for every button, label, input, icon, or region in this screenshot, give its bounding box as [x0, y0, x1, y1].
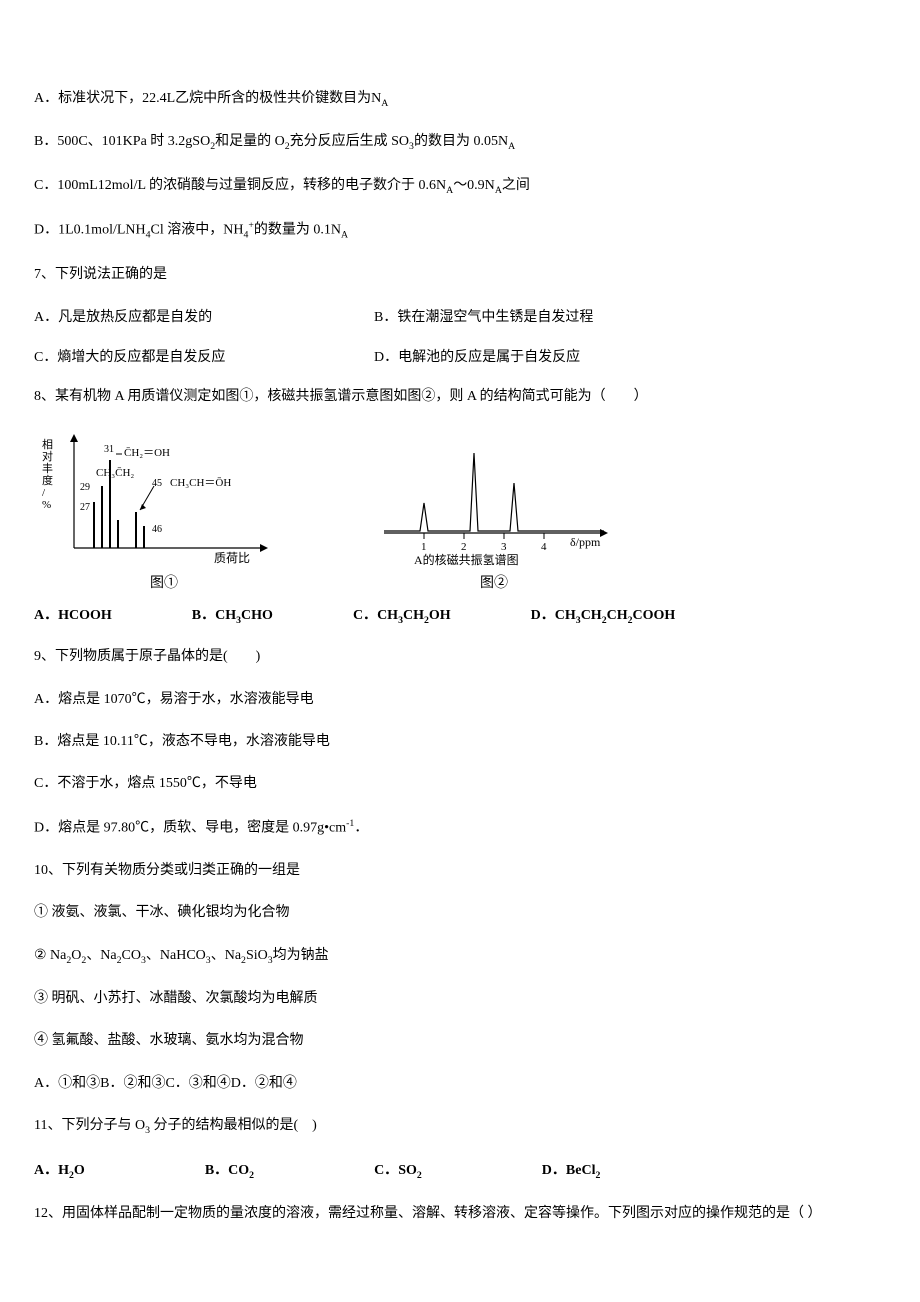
frag-label: C̄H₂＝OH	[124, 447, 170, 459]
q6b-3: 充分反应后生成 SO	[290, 134, 409, 149]
q6-option-d: D．1L0.1mol/LNH4Cl 溶液中，NH4+的数量为 0.1NA	[34, 218, 886, 243]
q6b-2: 和足量的 O	[215, 134, 285, 149]
fig1-caption: 图①	[150, 572, 178, 592]
unit: δ/ppm	[570, 535, 601, 549]
mass-spectrum-svg: 相 对 丰 度 / % 27 29 31 C̄H₂＝OH CH₃C̄H₂	[34, 428, 294, 568]
q10-l4: ④ 氢氟酸、盐酸、水玻璃、氨水均为混合物	[34, 1030, 886, 1052]
q6-option-c: C．100mL12mol/L 的浓硝酸与过量铜反应，转移的电子数介于 0.6NA…	[34, 175, 886, 198]
q11-d: D．BeCl2	[542, 1159, 601, 1181]
opt-label: A．	[34, 91, 58, 106]
tick-label: 4	[541, 541, 547, 553]
q9-c: C．不溶于水，熔点 1550℃，不导电	[34, 773, 886, 795]
peak-label: 27	[80, 502, 90, 513]
q9-d: D．熔点是 97.80℃，质软、导电，密度是 0.97g•cm-1．	[34, 816, 886, 840]
q9-stem: 9、下列物质属于原子晶体的是( )	[34, 646, 886, 668]
fig2-caption: 图②	[480, 572, 508, 592]
q8-fig1: 相 对 丰 度 / % 27 29 31 C̄H₂＝OH CH₃C̄H₂	[34, 428, 294, 592]
q12-stem: 12、用固体样品配制一定物质的量浓度的溶液，需经过称量、溶解、转移溶液、定容等操…	[34, 1200, 886, 1228]
q7-a: A．凡是放热反应都是自发的	[34, 306, 374, 326]
q11-c: C．SO2	[374, 1159, 422, 1181]
nmr-trace	[384, 453, 604, 531]
q8-d: D．CH3CH2CH2COOH	[531, 604, 676, 626]
peak-label: 29	[80, 482, 90, 493]
q6-option-a: A．标准状况下，22.4L乙烷中所含的极性共价键数目为NA	[34, 88, 886, 111]
frag-label: CH₃CH＝ŌH	[170, 477, 231, 489]
sub-a: A	[381, 98, 388, 109]
q8-b: B．CH3CHO	[192, 604, 273, 626]
q7-row1: A．凡是放热反应都是自发的 B．铁在潮湿空气中生锈是自发过程	[34, 306, 886, 326]
q9-b: B．熔点是 10.11℃，液态不导电，水溶液能导电	[34, 731, 886, 753]
x-arrow	[600, 529, 608, 537]
q7-c: C．熵增大的反应都是自发反应	[34, 346, 374, 366]
q6c-3: 之间	[502, 178, 530, 193]
opt-label: D．	[34, 223, 58, 238]
q8-options: A．HCOOH B．CH3CHO C．CH3CH2OH D．CH3CH2CH2C…	[34, 604, 886, 626]
q6c-1: 100mL12mol/L 的浓硝酸与过量铜反应，转移的电子数介于 0.6N	[57, 178, 446, 193]
q6d-3: 的数量为 0.1N	[254, 223, 341, 238]
q10-l3: ③ 明矾、小苏打、冰醋酸、次氯酸均为电解质	[34, 988, 886, 1010]
q9-a: A．熔点是 1070℃，易溶于水，水溶液能导电	[34, 689, 886, 711]
q8-stem: 8、某有机物 A 用质谱仪测定如图①，核磁共振氢谱示意图如图②，则 A 的结构简…	[34, 386, 886, 408]
q6c-2: ～0.9N	[453, 178, 495, 193]
q10-opts: A．①和③B．②和③C．③和④D．②和④	[34, 1073, 886, 1095]
q10-stem: 10、下列有关物质分类或归类正确的一组是	[34, 860, 886, 882]
q6b-1: 500C、101KPa 时 3.2gSO	[57, 134, 210, 149]
tick-label: 3	[501, 541, 507, 553]
q8-fig2: 1 2 3 4 δ/ppm A的核磁共振氢谱图 图②	[354, 428, 634, 592]
q11-options: A．H2O B．CO2 C．SO2 D．BeCl2	[34, 1159, 886, 1181]
q7-stem: 7、下列说法正确的是	[34, 264, 886, 286]
q11-b: B．CO2	[205, 1159, 254, 1181]
q11-stem: 11、下列分子与 O3 分子的结构最相似的是( )	[34, 1115, 886, 1138]
opt-label: B．	[34, 134, 57, 149]
ylabel: 相 对 丰 度 / %	[42, 438, 56, 511]
peak-label: 46	[152, 524, 162, 535]
nmr-xlabel: A的核磁共振氢谱图	[414, 552, 519, 567]
nmr-svg: 1 2 3 4 δ/ppm A的核磁共振氢谱图	[354, 428, 634, 568]
x-arrow	[260, 544, 268, 552]
q8-a: A．HCOOH	[34, 604, 112, 626]
q6a-text: 标准状况下，22.4L乙烷中所含的极性共价键数目为N	[58, 91, 381, 106]
q6d-1: 1L0.1mol/LNH	[58, 223, 146, 238]
q7-row2: C．熵增大的反应都是自发反应 D．电解池的反应是属于自发反应	[34, 346, 886, 366]
opt-label: C．	[34, 178, 57, 193]
q11-a: A．H2O	[34, 1159, 85, 1181]
xlabel: 质荷比	[214, 551, 250, 565]
q10-l2: ② Na2O2、Na2CO3、NaHCO3、Na2SiO3均为钠盐	[34, 945, 886, 968]
peak-label: 31	[104, 444, 114, 455]
y-arrow	[70, 434, 78, 442]
q7-d: D．电解池的反应是属于自发反应	[374, 346, 580, 366]
tick-label: 1	[421, 541, 427, 553]
frag-label: CH₃C̄H₂	[96, 467, 134, 479]
q6d-2: Cl 溶液中，NH	[151, 223, 244, 238]
q6b-4: 的数目为 0.05N	[414, 134, 508, 149]
q10-l1: ① 液氨、液氯、干冰、碘化银均为化合物	[34, 902, 886, 924]
q8-c: C．CH3CH2OH	[353, 604, 451, 626]
q7-b: B．铁在潮湿空气中生锈是自发过程	[374, 306, 593, 326]
q8-figures: 相 对 丰 度 / % 27 29 31 C̄H₂＝OH CH₃C̄H₂	[34, 428, 886, 592]
tick-label: 2	[461, 541, 467, 553]
q6-option-b: B．500C、101KPa 时 3.2gSO2和足量的 O2充分反应后生成 SO…	[34, 131, 886, 154]
